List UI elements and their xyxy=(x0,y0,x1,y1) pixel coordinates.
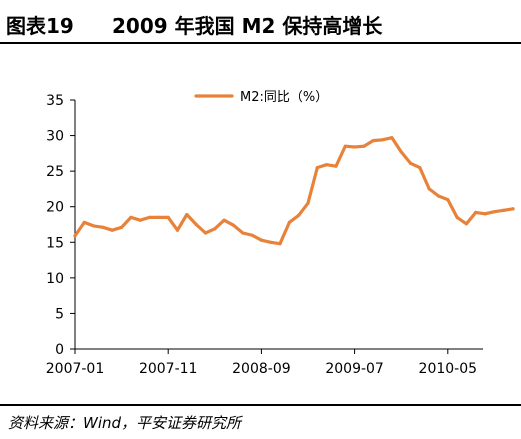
data-point xyxy=(464,222,469,226)
data-point xyxy=(408,161,413,165)
data-point xyxy=(82,220,86,224)
source-bar: 资料来源：Wind，平安证券研究所 xyxy=(0,404,521,439)
data-point xyxy=(241,231,245,235)
data-point xyxy=(92,224,96,228)
x-tick-label: 2007-11 xyxy=(139,361,198,377)
figure-title-bar: 图表19 2009 年我国 M2 保持高增长 xyxy=(0,0,521,44)
series-line xyxy=(73,136,515,246)
y-axis-ticks: 0 5 10 15 20 25 30 35 xyxy=(46,93,75,358)
y-tick-label: 5 xyxy=(55,306,64,322)
y-tick-label: 0 xyxy=(55,342,64,358)
data-point xyxy=(511,207,515,211)
x-tick-label: 2009-07 xyxy=(325,361,384,377)
data-point xyxy=(418,165,422,170)
data-point xyxy=(455,215,459,219)
data-point xyxy=(278,242,282,246)
data-point xyxy=(110,228,114,232)
data-point xyxy=(306,201,310,205)
data-point xyxy=(474,210,478,215)
data-point xyxy=(334,164,338,168)
data-point xyxy=(222,218,226,222)
data-point xyxy=(120,225,124,229)
data-point xyxy=(147,215,152,219)
data-point xyxy=(259,238,263,242)
data-point xyxy=(101,225,105,229)
legend: M2:同比（%） xyxy=(194,90,328,105)
data-point xyxy=(446,198,450,202)
data-point xyxy=(325,163,329,167)
data-point xyxy=(483,212,487,216)
data-point xyxy=(390,136,394,140)
data-point xyxy=(353,145,357,149)
chart-axes xyxy=(74,100,483,350)
figure-label: 图表19 xyxy=(6,14,74,38)
data-point xyxy=(250,233,254,237)
data-point xyxy=(380,138,385,142)
x-tick-label: 2007-01 xyxy=(46,361,105,377)
y-tick-label: 35 xyxy=(46,93,64,109)
data-point xyxy=(343,144,347,148)
data-point xyxy=(175,228,180,232)
data-point xyxy=(213,227,217,231)
y-tick-label: 15 xyxy=(46,235,64,251)
y-tick-label: 30 xyxy=(46,129,64,145)
data-point xyxy=(231,223,236,227)
data-point xyxy=(194,222,198,227)
data-point xyxy=(129,215,133,219)
x-axis-ticks: 2007-01 2007-11 2008-09 2009-07 2010-05 xyxy=(46,349,477,377)
chart-area: 0 5 10 15 20 25 30 35 2007-01 2007-11 2008-09 2009… xyxy=(46,90,515,377)
series-layer xyxy=(73,136,515,246)
figure-title: 2009 年我国 M2 保持高增长 xyxy=(112,14,383,38)
data-point xyxy=(73,234,77,238)
data-point xyxy=(492,210,496,214)
data-point xyxy=(315,165,319,170)
legend-label: M2:同比（%） xyxy=(240,90,328,105)
data-point xyxy=(436,194,441,198)
data-point xyxy=(185,212,189,217)
data-point xyxy=(287,220,291,224)
data-point xyxy=(502,208,506,212)
data-point xyxy=(166,215,170,219)
data-point xyxy=(362,144,366,148)
y-tick-label: 25 xyxy=(46,164,64,180)
data-point xyxy=(297,213,301,217)
source-note: 资料来源：Wind，平安证券研究所 xyxy=(8,414,242,432)
data-point xyxy=(427,187,431,191)
x-tick-label: 2008-09 xyxy=(232,361,291,377)
data-point xyxy=(157,215,161,219)
data-point xyxy=(138,218,142,222)
y-tick-label: 20 xyxy=(46,200,64,216)
data-point xyxy=(269,240,273,244)
data-point xyxy=(203,231,208,235)
x-tick-label: 2010-05 xyxy=(419,361,478,377)
data-point xyxy=(399,150,403,154)
data-point xyxy=(371,138,375,143)
y-tick-label: 10 xyxy=(46,271,64,287)
